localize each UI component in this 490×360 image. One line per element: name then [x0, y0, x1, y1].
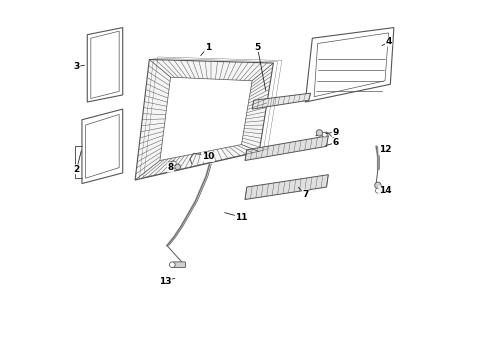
Circle shape [170, 262, 175, 267]
Text: 1: 1 [205, 42, 211, 51]
Polygon shape [305, 28, 394, 102]
Text: 5: 5 [254, 42, 261, 51]
Circle shape [375, 182, 381, 189]
Text: 14: 14 [379, 186, 392, 195]
Circle shape [172, 161, 176, 166]
Text: 3: 3 [74, 62, 80, 71]
Text: 7: 7 [302, 190, 308, 199]
Text: 9: 9 [332, 128, 339, 137]
Polygon shape [245, 175, 328, 199]
Polygon shape [85, 114, 119, 178]
Text: 11: 11 [235, 213, 248, 222]
Circle shape [316, 130, 322, 136]
Text: 2: 2 [74, 165, 80, 174]
Polygon shape [252, 93, 311, 109]
Polygon shape [91, 31, 119, 99]
Polygon shape [160, 77, 252, 161]
FancyBboxPatch shape [173, 262, 185, 267]
Polygon shape [314, 33, 389, 97]
Text: 10: 10 [201, 153, 214, 162]
Circle shape [375, 188, 380, 193]
Circle shape [322, 132, 327, 137]
Text: 8: 8 [168, 163, 173, 172]
Polygon shape [87, 28, 122, 102]
Text: 4: 4 [385, 37, 392, 46]
Polygon shape [245, 136, 328, 161]
Circle shape [175, 164, 180, 170]
Polygon shape [135, 59, 273, 180]
Text: 6: 6 [332, 138, 339, 147]
Polygon shape [82, 109, 122, 184]
Text: 13: 13 [159, 276, 171, 285]
Text: 12: 12 [379, 145, 391, 154]
